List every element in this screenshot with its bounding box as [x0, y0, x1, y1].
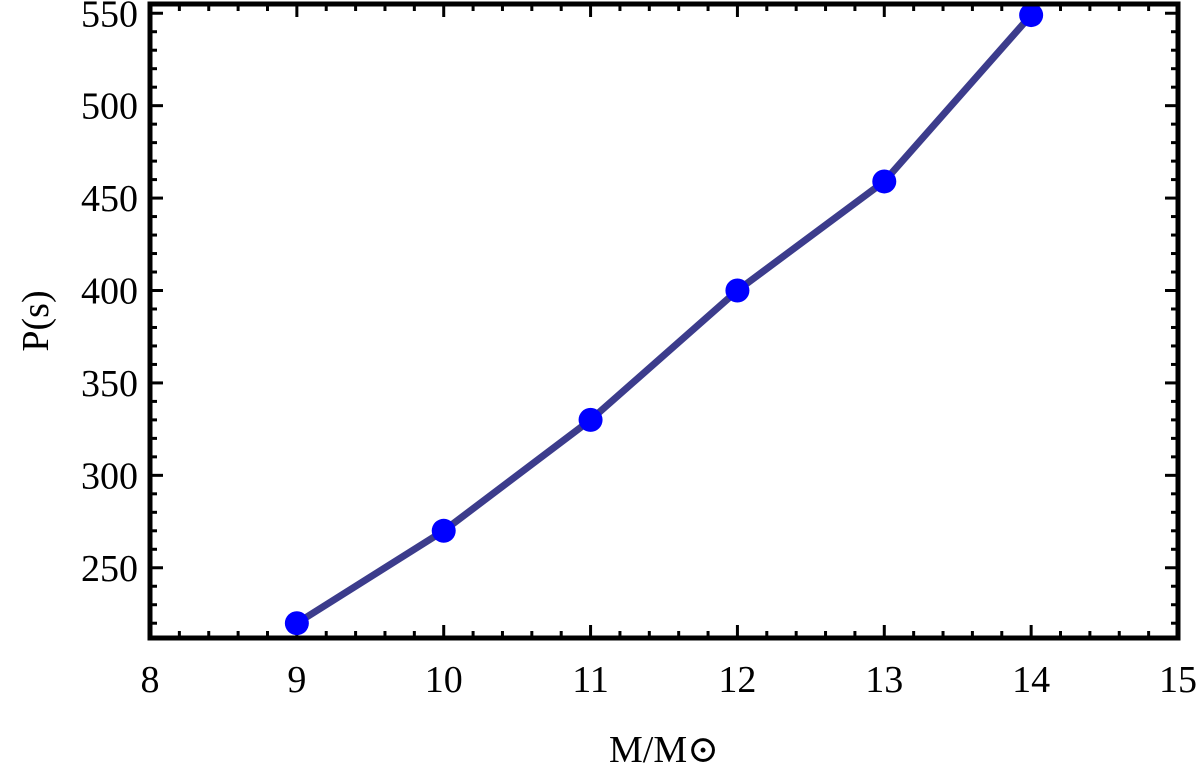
- data-point: [578, 407, 603, 432]
- data-point: [872, 169, 897, 194]
- x-tick-label: 12: [718, 659, 756, 701]
- x-tick-labels: 8 9 10 11 12 13 14 15: [141, 659, 1198, 701]
- x-tick-label: 13: [865, 659, 903, 701]
- minor-ticks: [150, 4, 1178, 638]
- data-point: [725, 278, 750, 303]
- x-tick-label: 15: [1159, 659, 1197, 701]
- x-tick-label: 11: [572, 659, 609, 701]
- series-group: [284, 3, 1044, 636]
- x-tick-label: 9: [287, 659, 306, 701]
- x-tick-label: 14: [1012, 659, 1050, 701]
- y-axis-title: P(s): [15, 290, 57, 351]
- y-tick-labels: 250 300 350 400 450 500 550: [81, 0, 138, 590]
- series-line: [293, 11, 1035, 627]
- major-ticks: [148, 4, 1180, 638]
- y-tick-label: 300: [81, 455, 138, 497]
- y-tick-label: 400: [81, 271, 138, 313]
- y-tick-label: 550: [81, 0, 138, 35]
- x-tick-label: 10: [425, 659, 463, 701]
- y-tick-label: 250: [81, 548, 138, 590]
- x-tick-label: 8: [141, 659, 160, 701]
- x-axis-title: M/M⊙: [609, 729, 719, 771]
- y-tick-label: 500: [81, 86, 138, 128]
- plot-frame: [147, 1, 1181, 641]
- data-point: [1019, 3, 1044, 28]
- y-tick-label: 450: [81, 178, 138, 220]
- data-point: [431, 518, 456, 543]
- y-tick-label: 350: [81, 363, 138, 405]
- data-point: [284, 611, 309, 636]
